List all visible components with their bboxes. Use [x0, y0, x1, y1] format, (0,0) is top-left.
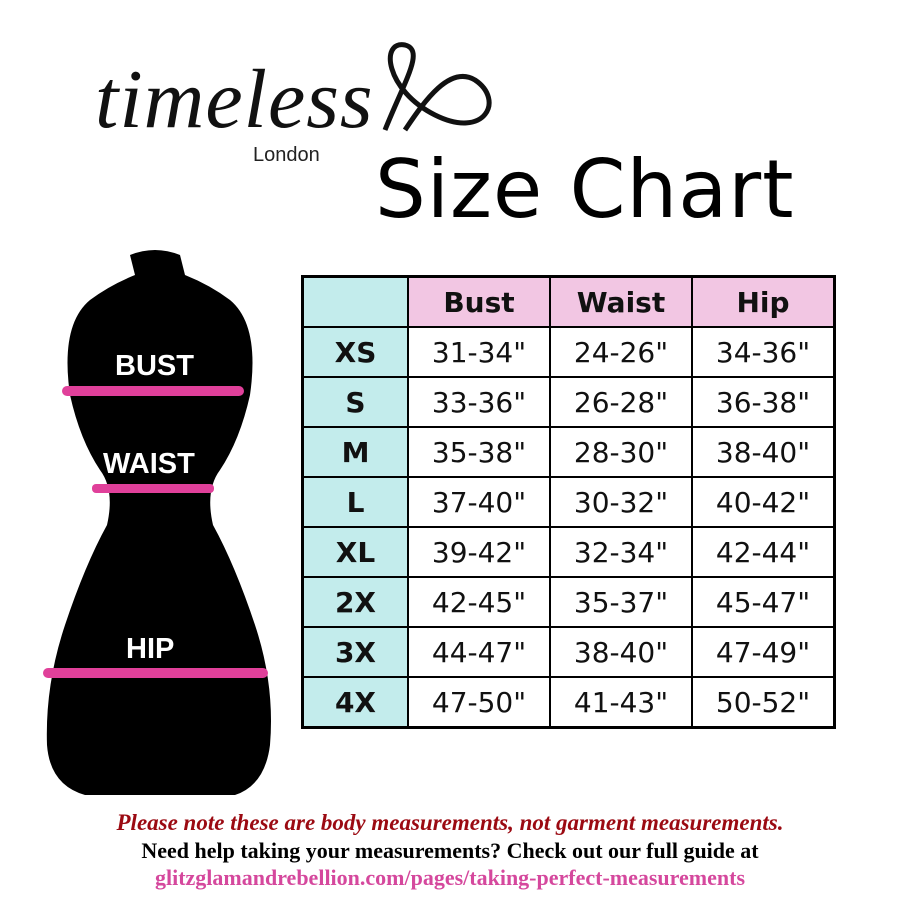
table-row: 2X 42-45" 35-37" 45-47": [301, 576, 836, 628]
header-hip: Hip: [691, 275, 836, 328]
infinity-swirl-icon: [382, 42, 492, 132]
measurement-cell: 39-42": [407, 526, 551, 578]
measurement-cell: 41-43": [549, 676, 693, 729]
measurement-cell: 35-37": [549, 576, 693, 628]
help-text: Need help taking your measurements? Chec…: [141, 838, 759, 863]
size-cell: M: [301, 426, 409, 478]
brand-subtitle: London: [253, 144, 320, 166]
measurement-cell: 47-50": [407, 676, 551, 729]
size-cell: XL: [301, 526, 409, 578]
corner-cell: [301, 275, 409, 328]
waist-line: [92, 484, 214, 493]
table-header-row: Bust Waist Hip: [301, 275, 836, 328]
table-row: S 33-36" 26-28" 36-38": [301, 376, 836, 428]
brand-logo: timeless London: [95, 40, 515, 170]
disclaimer-note: Please note these are body measurements,…: [116, 810, 784, 835]
measurement-cell: 44-47": [407, 626, 551, 678]
measurement-cell: 42-45": [407, 576, 551, 628]
measurement-cell: 30-32": [549, 476, 693, 528]
bust-line: [62, 386, 244, 396]
table-row: 4X 47-50" 41-43" 50-52": [301, 676, 836, 729]
hip-label: HIP: [126, 633, 175, 665]
page-title: Size Chart: [375, 143, 795, 236]
measurement-cell: 47-49": [691, 626, 836, 678]
dress-form-silhouette: [43, 250, 272, 795]
bust-label: BUST: [115, 350, 194, 382]
measurement-cell: 36-38": [691, 376, 836, 428]
table-row: L 37-40" 30-32" 40-42": [301, 476, 836, 528]
size-table: Bust Waist Hip XS 31-34" 24-26" 34-36" S 33-3…: [301, 275, 836, 729]
measurement-cell: 35-38": [407, 426, 551, 478]
measurement-cell: 38-40": [691, 426, 836, 478]
brand-name: timeless: [95, 53, 374, 146]
measurement-cell: 28-30": [549, 426, 693, 478]
size-cell: L: [301, 476, 409, 528]
measurement-cell: 38-40": [549, 626, 693, 678]
header-bust: Bust: [407, 275, 551, 328]
measurement-cell: 34-36": [691, 326, 836, 378]
waist-label: WAIST: [103, 448, 195, 480]
size-cell: XS: [301, 326, 409, 378]
measurement-cell: 40-42": [691, 476, 836, 528]
guide-link[interactable]: glitzglamandrebellion.com/pages/taking-p…: [154, 865, 746, 890]
hip-line: [43, 668, 268, 678]
header-waist: Waist: [549, 275, 693, 328]
measurement-cell: 33-36": [407, 376, 551, 428]
size-cell: 3X: [301, 626, 409, 678]
measurement-cell: 26-28": [549, 376, 693, 428]
measurement-cell: 31-34": [407, 326, 551, 378]
table-row: XL 39-42" 32-34" 42-44": [301, 526, 836, 578]
table-row: 3X 44-47" 38-40" 47-49": [301, 626, 836, 678]
measurement-cell: 37-40": [407, 476, 551, 528]
measurement-cell: 42-44": [691, 526, 836, 578]
table-row: M 35-38" 28-30" 38-40": [301, 426, 836, 478]
size-cell: 2X: [301, 576, 409, 628]
size-cell: 4X: [301, 676, 409, 729]
size-cell: S: [301, 376, 409, 428]
measurement-cell: 24-26": [549, 326, 693, 378]
measurement-cell: 32-34": [549, 526, 693, 578]
measurement-cell: 50-52": [691, 676, 836, 729]
dress-form-figure: BUST WAIST HIP: [35, 245, 285, 810]
table-row: XS 31-34" 24-26" 34-36": [301, 326, 836, 378]
measurement-cell: 45-47": [691, 576, 836, 628]
